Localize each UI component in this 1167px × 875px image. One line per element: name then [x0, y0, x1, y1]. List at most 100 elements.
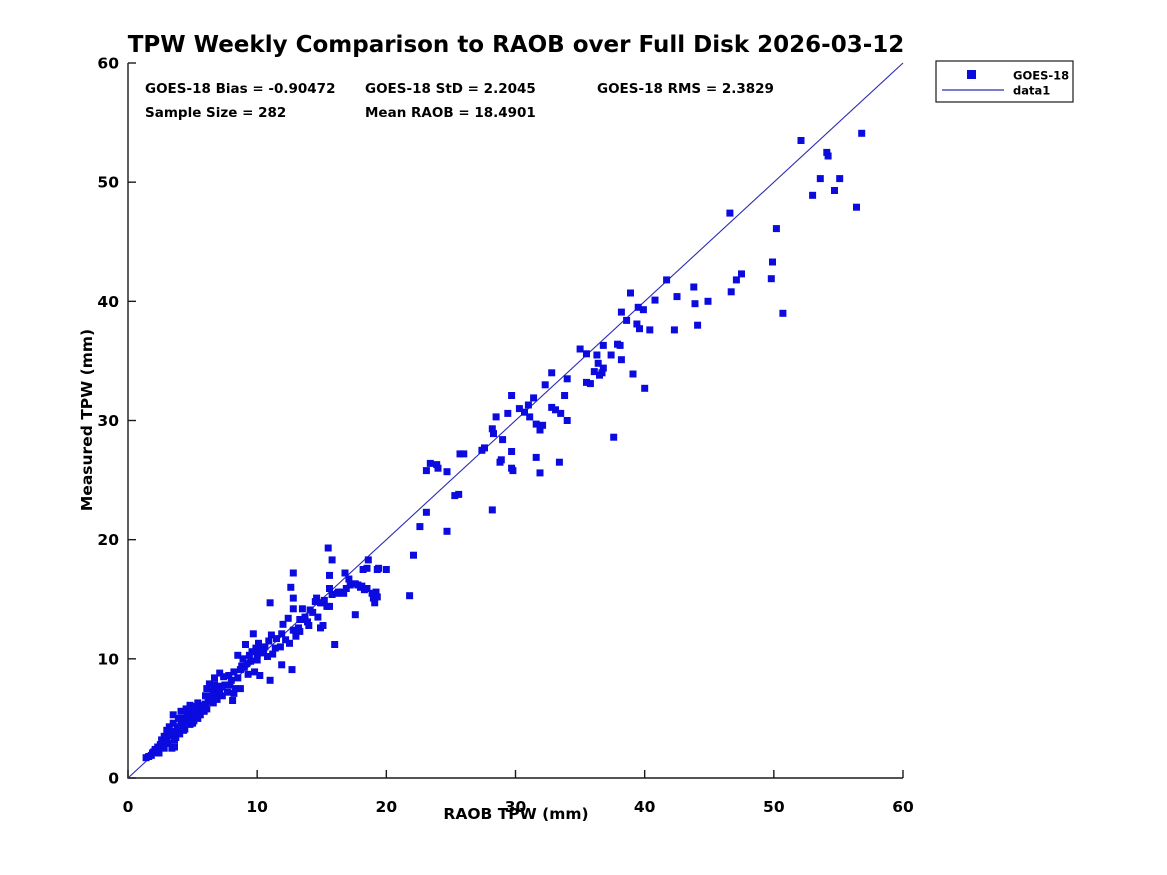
scatter-point — [563, 375, 571, 383]
scatter-point — [218, 692, 226, 700]
scatter-point — [532, 420, 540, 428]
scatter-point — [286, 639, 293, 647]
scatter-point — [629, 370, 637, 378]
scatter-point — [691, 300, 699, 308]
scatter-point — [541, 381, 549, 389]
scatter-point — [526, 413, 534, 421]
scatter-point — [853, 203, 860, 211]
scatter-point — [598, 369, 606, 377]
scatter-point — [670, 326, 678, 334]
scatter-point — [211, 674, 218, 682]
scatter-point — [256, 672, 264, 679]
scatter-point — [451, 492, 459, 500]
scatter-point — [319, 622, 327, 629]
scatter-point — [253, 650, 261, 658]
scatter-point — [243, 660, 251, 668]
scatter-point — [490, 430, 497, 438]
scatter-point — [234, 651, 242, 659]
scatter-point — [331, 641, 339, 648]
scatter-point — [536, 426, 544, 434]
scatter-point — [187, 707, 195, 715]
scatter-point — [499, 436, 507, 444]
scatter-point — [326, 602, 333, 610]
scatter-point — [309, 608, 317, 616]
scatter-point — [509, 467, 517, 475]
scatter-point — [557, 409, 565, 417]
scatter-point — [636, 325, 643, 333]
scatter-point — [704, 297, 712, 305]
scatter-point — [190, 717, 198, 725]
scatter-point — [539, 421, 547, 429]
scatter-point — [221, 681, 229, 689]
scatter-point — [663, 276, 671, 284]
scatter-point — [548, 403, 556, 411]
y-tick-label: 50 — [97, 174, 119, 192]
scatter-point — [590, 368, 598, 376]
scatter-point — [779, 309, 787, 317]
scatter-point — [583, 350, 590, 358]
scatter-point — [260, 649, 268, 657]
scatter-point — [181, 725, 189, 733]
scatter-point — [342, 585, 350, 592]
scatter-point — [169, 719, 177, 727]
scatter-point — [231, 685, 239, 693]
scatter-point — [287, 583, 295, 591]
scatter-point — [289, 626, 297, 634]
scatter-point — [289, 569, 297, 577]
scatter-point — [416, 523, 424, 531]
stat-std: GOES-18 StD = 2.2045 — [365, 81, 536, 97]
scatter-point — [203, 685, 211, 693]
scatter-point — [434, 464, 442, 472]
scatter-point — [443, 527, 451, 535]
scatter-point — [194, 714, 202, 722]
scatter-point — [586, 380, 594, 388]
scatter-point — [177, 707, 185, 715]
scatter-point — [345, 575, 353, 583]
scatter-point — [508, 392, 516, 399]
scatter-point — [371, 599, 379, 607]
scatter-point — [824, 152, 832, 160]
scatter-point — [181, 714, 189, 722]
scatter-point — [278, 630, 286, 638]
scatter-point — [255, 639, 262, 647]
scatter-point — [176, 730, 184, 738]
x-tick-label: 40 — [634, 798, 656, 816]
scatter-point — [276, 643, 284, 651]
scatter-point — [195, 706, 203, 714]
scatter-point — [382, 566, 390, 573]
y-axis-tick-labels: 0 10 20 30 40 50 60 — [97, 55, 119, 788]
scatter-point — [823, 148, 831, 156]
scatter-point — [576, 345, 584, 353]
scatter-point — [229, 697, 237, 704]
scatter-point — [641, 384, 649, 392]
scatter-point — [599, 364, 607, 372]
scatter-point — [226, 681, 234, 689]
scatter-point — [599, 341, 607, 349]
scatter-point — [809, 191, 817, 199]
scatter-point — [278, 661, 286, 669]
scatter-point — [164, 739, 172, 747]
scatter-point — [694, 321, 702, 329]
scatter-point — [422, 467, 430, 475]
scatter-point — [202, 692, 209, 700]
scatter-point — [248, 648, 256, 656]
scatter-point — [607, 351, 615, 359]
legend-box: GOES-18 data1 — [935, 60, 1074, 103]
scatter-point — [732, 276, 740, 284]
scatter-point — [727, 288, 735, 296]
scatter-point — [216, 669, 224, 677]
scatter-point — [155, 749, 163, 757]
scatter-point — [797, 137, 805, 144]
scatter-point — [726, 209, 734, 217]
scatter-point — [247, 657, 255, 665]
scatter-point — [257, 645, 265, 653]
scatter-point — [185, 716, 193, 724]
y-tick-label: 10 — [97, 650, 119, 668]
identity-line — [127, 62, 904, 779]
scatter-point — [488, 506, 496, 514]
scatter-point — [227, 676, 235, 684]
scatter-point — [738, 270, 745, 278]
scatter-point — [593, 351, 601, 359]
scatter-point — [364, 556, 372, 564]
